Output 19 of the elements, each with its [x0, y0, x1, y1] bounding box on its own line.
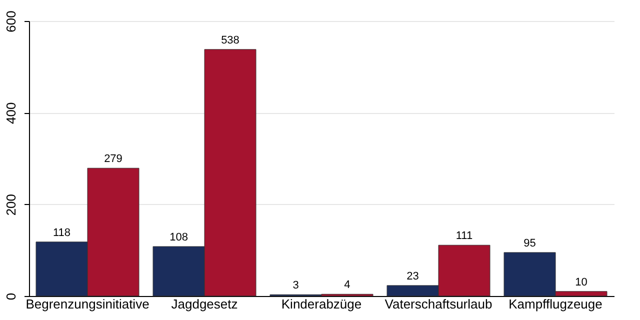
x-tick-label: Kinderabzüge [281, 296, 362, 312]
data-label: 10 [575, 276, 588, 288]
data-label: 279 [104, 153, 122, 166]
y-tick-label: 400 [4, 102, 18, 124]
y-tick-label: 0 [4, 292, 18, 300]
data-label: 3 [292, 280, 299, 292]
data-label: 23 [406, 270, 419, 282]
x-tick-label: Vaterschaftsurlaub [384, 296, 492, 312]
x-tick-label: Jagdgesetz [171, 296, 238, 312]
data-label: 538 [221, 34, 240, 46]
y-tick-label: 200 [4, 194, 18, 216]
x-tick-label: Kampfflugzeuge [508, 296, 602, 312]
data-label: 111 [456, 230, 473, 242]
data-label: 118 [52, 226, 71, 239]
data-label: 4 [344, 279, 350, 292]
x-tick-label: Begrenzungsinitiative [26, 296, 150, 312]
data-label: 95 [524, 237, 536, 250]
y-tick-label: 600 [4, 10, 18, 32]
data-label: 108 [170, 232, 188, 244]
